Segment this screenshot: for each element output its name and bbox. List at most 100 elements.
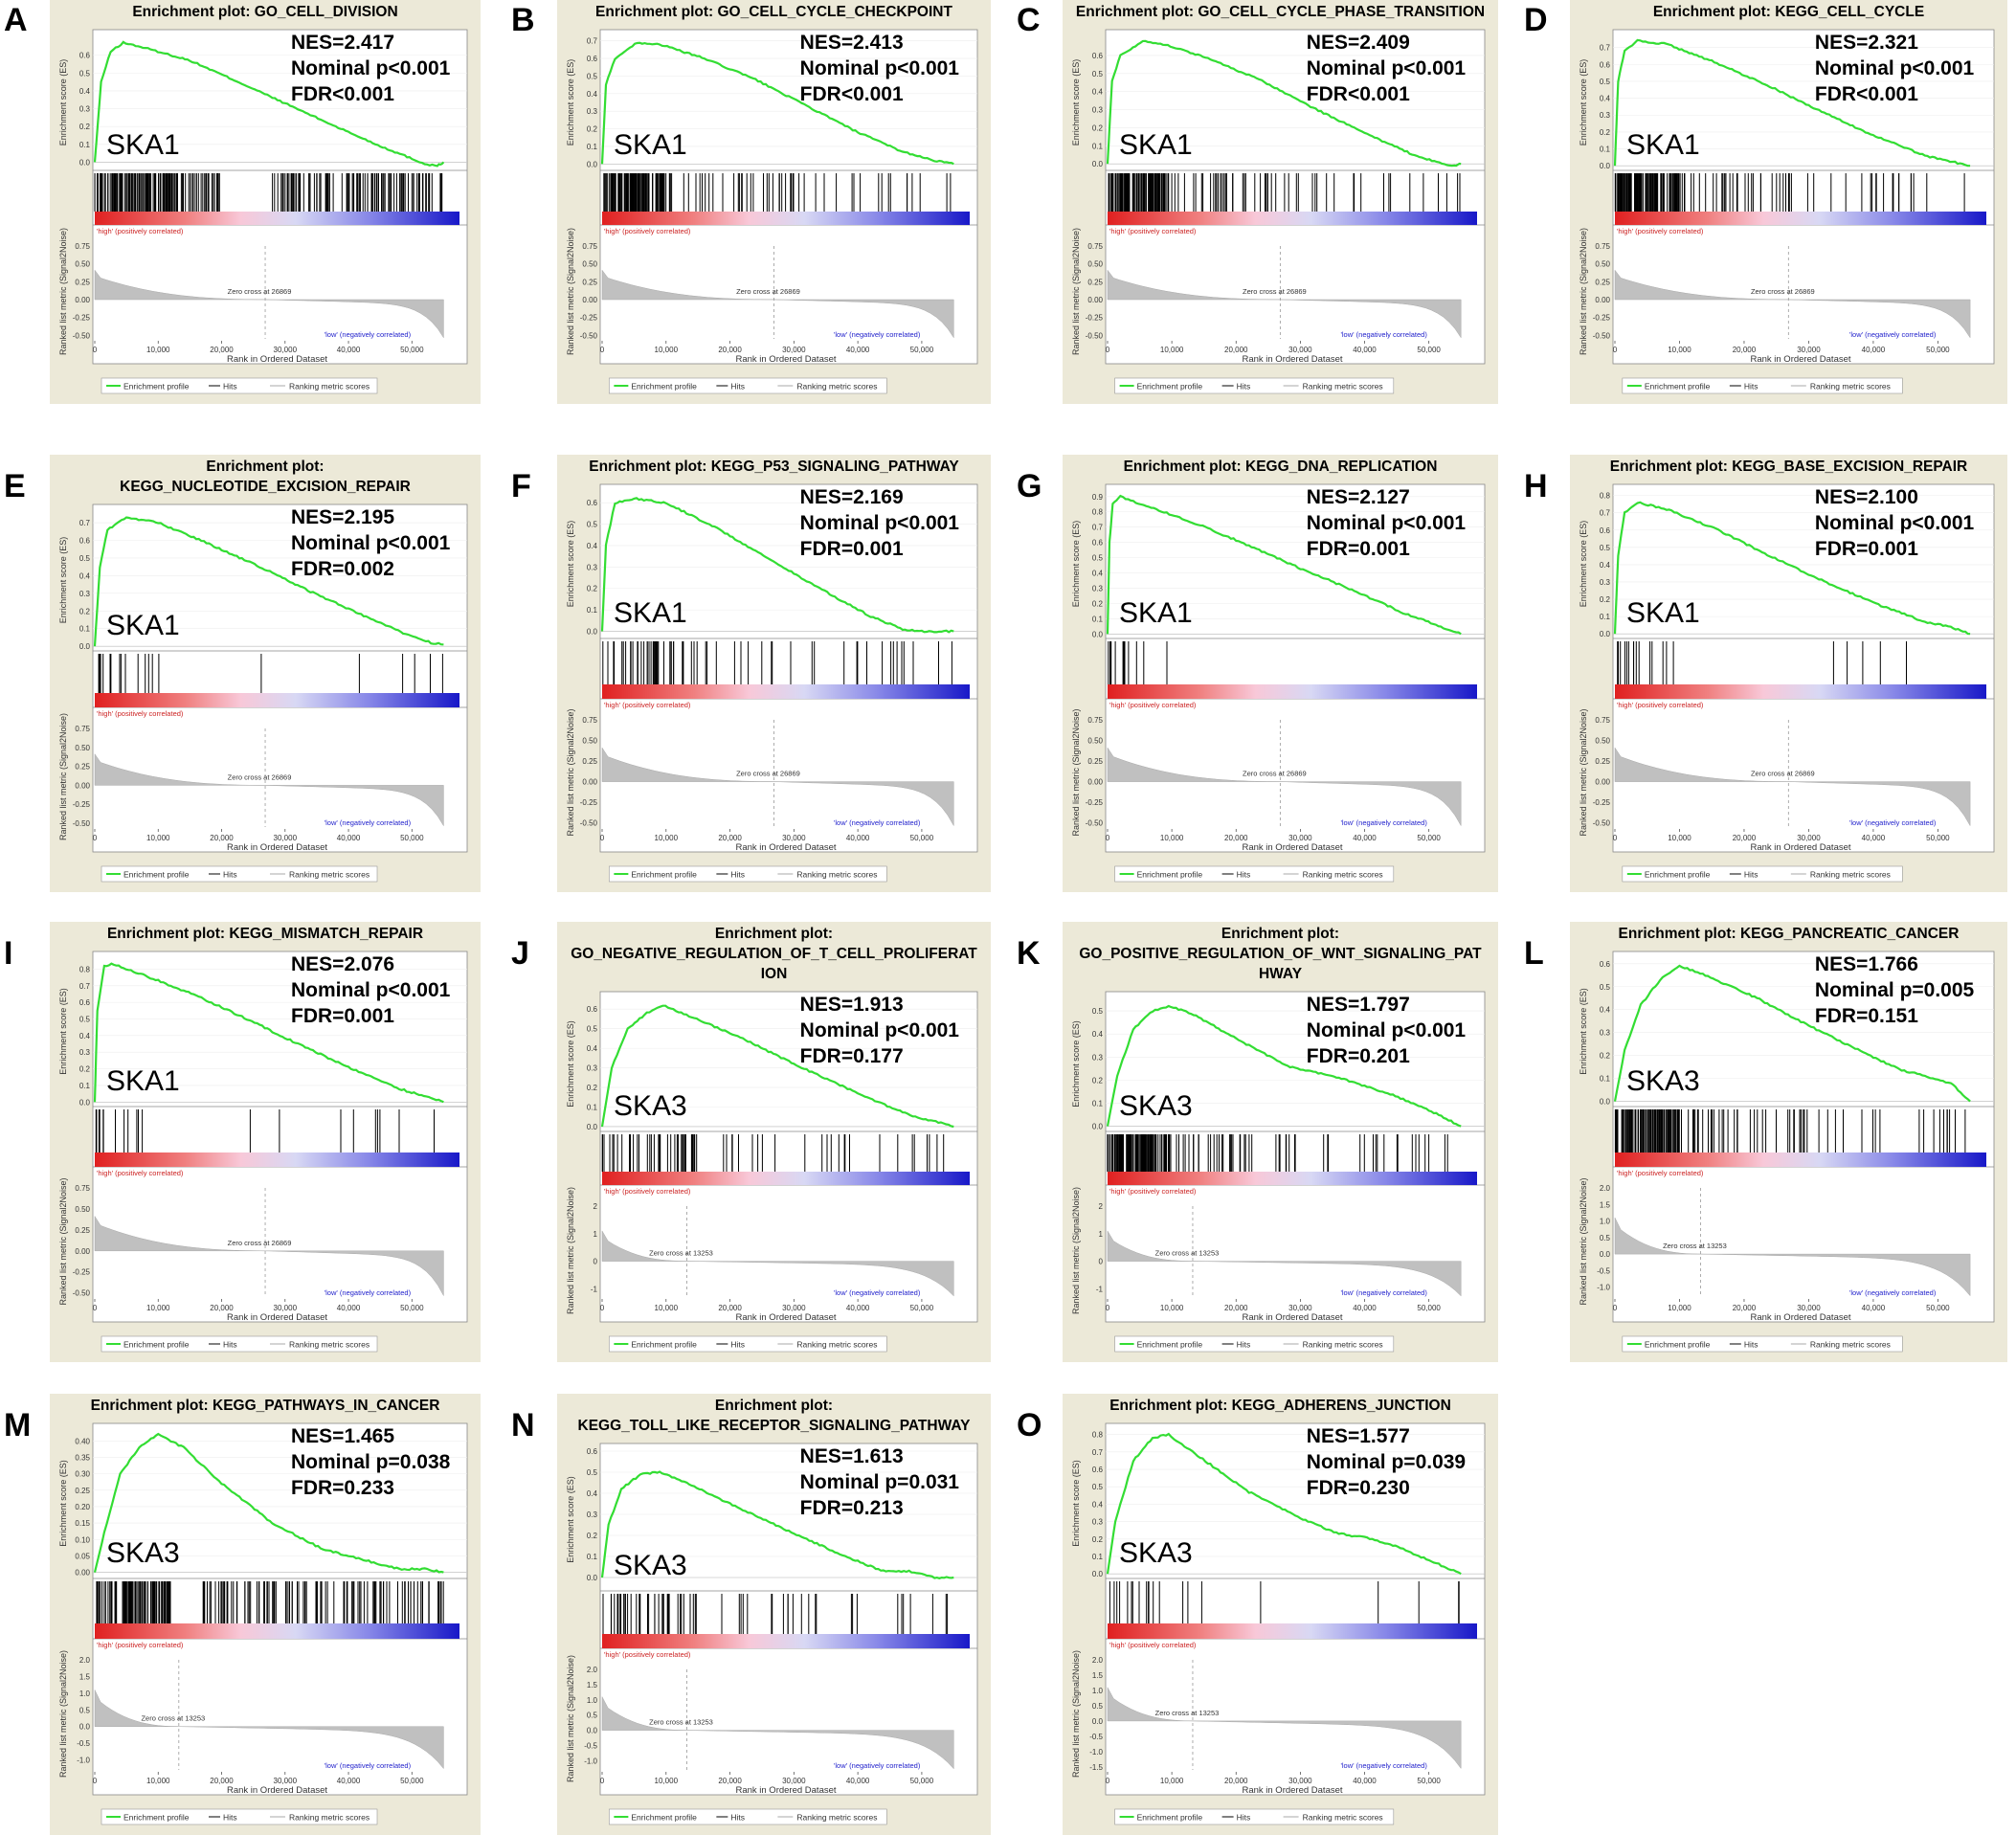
ranked-color-bar [1108, 1172, 1477, 1185]
x-tick-label: 50,000 [1926, 346, 1950, 354]
x-tick-label: 40,000 [337, 834, 361, 842]
legend-label: Enrichment profile [1137, 1813, 1203, 1823]
panel-title: Enrichment plot: KEGG_ADHERENS_JUNCTION [1109, 1398, 1451, 1414]
es-axis-label: Enrichment score (ES) [58, 537, 68, 624]
x-tick-label: 30,000 [1797, 346, 1821, 354]
plot-area [92, 504, 468, 853]
legend-box [609, 865, 887, 883]
x-tick-label: 40,000 [1353, 346, 1377, 354]
es-tick-label: 0.4 [1092, 88, 1104, 97]
metric-tick-label: -0.50 [580, 331, 598, 340]
stat-line: NES=2.076 [291, 953, 394, 975]
metric-tick-label: 1.0 [1600, 1218, 1611, 1226]
es-tick-label: 0.2 [79, 123, 91, 131]
x-tick-label: 10,000 [1668, 834, 1691, 842]
stat-line: FDR=0.201 [1307, 1045, 1410, 1067]
metric-tick-label: 0.00 [1087, 296, 1103, 304]
legend-label: Ranking metric scores [796, 382, 877, 392]
es-tick-label: 0.5 [1092, 1483, 1104, 1491]
metric-tick-label: 0.00 [75, 781, 90, 790]
panel-title: Enrichment plot: KEGG_MISMATCH_REPAIR [107, 926, 423, 942]
ranked-color-bar [95, 1623, 459, 1639]
es-tick-label: 0.5 [1092, 1007, 1104, 1016]
ranked-color-bar [602, 684, 970, 699]
stat-line: FDR=0.151 [1815, 1005, 1918, 1027]
x-tick-label: 0 [600, 834, 605, 842]
x-tick-label: 20,000 [210, 346, 234, 354]
panel-letter: G [1017, 468, 1042, 504]
zero-cross-label: Zero cross at 13253 [649, 1249, 713, 1258]
x-axis-label: Rank in Ordered Dataset [735, 354, 836, 365]
legend-label: Enrichment profile [1137, 870, 1203, 880]
es-tick-label: 0.5 [79, 1015, 91, 1023]
es-tick-label: 0.1 [1092, 615, 1104, 623]
x-tick-label: 50,000 [910, 834, 934, 842]
enrichment-profile-line [1106, 494, 1462, 636]
high-correlated-label: 'high' (positively correlated) [1617, 701, 1704, 709]
stat-line: Nominal p<0.001 [1307, 512, 1467, 534]
zero-cross-label: Zero cross at 13253 [649, 1718, 713, 1727]
es-tick-label: 0.5 [587, 521, 598, 529]
es-tick-label: 0.1 [1092, 142, 1104, 150]
metric-tick-label: 2.0 [1600, 1184, 1611, 1193]
es-tick-label: 0.7 [1600, 44, 1611, 53]
es-tick-label: 0.05 [75, 1552, 90, 1560]
legend-box [1622, 865, 1903, 883]
legend-box [609, 377, 887, 394]
metric-tick-label: 0.25 [1087, 757, 1103, 766]
enrichment-plot-panel: Enrichment plot: KEGG_ADHERENS_JUNCTION 0… [1063, 1394, 1498, 1835]
stat-line: FDR<0.001 [1815, 83, 1918, 105]
legend-label: Enrichment profile [631, 1813, 697, 1823]
es-axis-label: Enrichment score (ES) [1071, 521, 1081, 608]
plot-area [1612, 483, 1995, 853]
metric-tick-label: -0.25 [73, 314, 91, 323]
enrichment-plot-panel: Enrichment plot: KEGG_BASE_EXCISION_REPA… [1570, 455, 2007, 892]
metric-tick-label: 0.25 [1595, 757, 1610, 766]
metric-tick-label: 1.5 [1092, 1671, 1104, 1680]
es-tick-label: 0.8 [1092, 508, 1104, 517]
stat-line: FDR=0.177 [800, 1045, 904, 1067]
enrichment-plot-panel: Enrichment plot: KEGG_NUCLEOTIDE_EXCISION… [50, 455, 481, 892]
stat-line: Nominal p<0.001 [291, 532, 451, 554]
ranking-metric-area [94, 752, 444, 827]
metric-tick-label: 0.0 [587, 1727, 598, 1735]
metric-axis-label: Ranked list metric (Signal2Noise) [1071, 1650, 1081, 1778]
legend-box [101, 865, 378, 883]
es-tick-label: 0.0 [79, 158, 91, 167]
stat-line: NES=1.613 [800, 1445, 904, 1467]
enrichment-profile-line [93, 40, 445, 168]
es-tick-label: 0.3 [79, 1048, 91, 1057]
x-tick-label: 10,000 [655, 1304, 679, 1312]
panel-title: Enrichment plot: KEGG_DNA_REPLICATION [1124, 459, 1438, 475]
metric-tick-label: -0.25 [580, 798, 598, 807]
low-correlated-label: 'low' (negatively correlated) [1849, 818, 1937, 827]
gene-label: SKA3 [614, 1550, 687, 1581]
es-tick-label: 0.1 [79, 625, 91, 634]
enrichment-profile-line [600, 497, 954, 634]
x-tick-label: 20,000 [1733, 834, 1757, 842]
metric-tick-label: -0.5 [1089, 1733, 1103, 1741]
legend-label: Hits [1237, 1813, 1251, 1823]
metric-tick-label: 2.0 [587, 1666, 598, 1674]
es-tick-label: 0.0 [1600, 630, 1611, 638]
x-tick-label: 20,000 [1224, 834, 1248, 842]
legend-label: Ranking metric scores [289, 382, 370, 392]
zero-cross-label: Zero cross at 26869 [228, 287, 292, 296]
x-tick-label: 30,000 [1797, 834, 1821, 842]
es-tick-label: 0.1 [587, 1553, 598, 1561]
panel-letter: N [511, 1407, 535, 1443]
legend-label: Enrichment profile [631, 870, 697, 880]
panel-letter: I [4, 935, 13, 972]
es-tick-label: 0.2 [79, 1065, 91, 1074]
enrichment-plot-svg: Enrichment plot: GO_CELL_DIVISION 0.0 0.1 0… [50, 0, 481, 404]
es-tick-label: 0.4 [1600, 561, 1611, 570]
ranked-color-bar [1108, 1623, 1477, 1639]
metric-tick-label: 0.25 [75, 763, 90, 772]
es-axis-label: Enrichment score (ES) [58, 59, 68, 146]
metric-tick-label: 0.25 [1595, 278, 1610, 286]
x-tick-label: 30,000 [274, 1777, 298, 1785]
metric-tick-label: -0.50 [580, 819, 598, 828]
x-tick-label: 0 [93, 834, 98, 842]
stat-line: Nominal p<0.001 [1307, 57, 1467, 79]
